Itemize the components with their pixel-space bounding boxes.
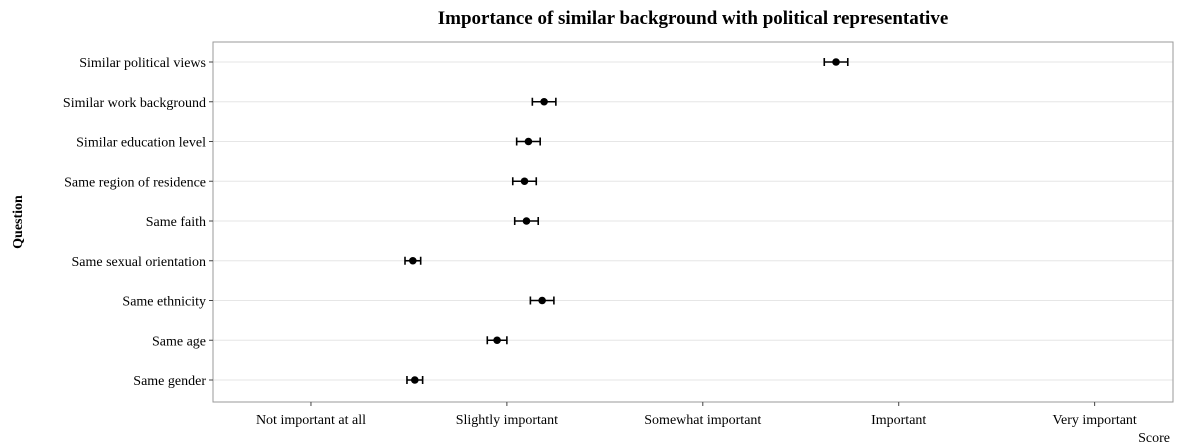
- y-tick-label: Same faith: [146, 215, 206, 230]
- y-tick-label: Same ethnicity: [122, 295, 206, 310]
- y-tick-label: Similar work background: [63, 96, 206, 111]
- y-tick-label: Similar political views: [79, 56, 206, 71]
- grid-lines: [213, 61, 1173, 381]
- y-axis-label: Question: [11, 195, 26, 249]
- y-tick-label: Same age: [152, 334, 206, 349]
- y-tick-label: Same region of residence: [64, 175, 206, 190]
- y-axis-ticks: Similar political views Similar work back…: [63, 56, 213, 389]
- y-tick-label: Same sexual orientation: [71, 255, 206, 270]
- x-tick-label: Important: [871, 413, 926, 428]
- x-tick-label: Somewhat important: [644, 413, 761, 428]
- y-tick-label: Similar education level: [76, 136, 206, 151]
- data-point: [520, 177, 529, 186]
- x-axis-ticks: Not important at all Slightly important So…: [256, 402, 1137, 428]
- data-point: [410, 376, 419, 384]
- data-point: [538, 296, 546, 305]
- plot-frame: [212, 41, 1174, 403]
- data-point: [540, 97, 548, 106]
- data-point: [493, 336, 501, 345]
- data-points: [404, 58, 849, 384]
- x-axis-label: Score: [1138, 431, 1170, 446]
- x-tick-label: Slightly important: [456, 413, 558, 428]
- data-point: [409, 256, 417, 265]
- data-point: [524, 137, 533, 146]
- chart-title: Importance of similar background with po…: [438, 8, 949, 29]
- x-tick-label: Very important: [1052, 413, 1136, 428]
- plot-area: [213, 42, 1173, 402]
- data-point: [522, 217, 531, 225]
- x-tick-label: Not important at all: [256, 413, 366, 428]
- y-tick-label: Same gender: [133, 374, 206, 389]
- data-point: [832, 58, 840, 66]
